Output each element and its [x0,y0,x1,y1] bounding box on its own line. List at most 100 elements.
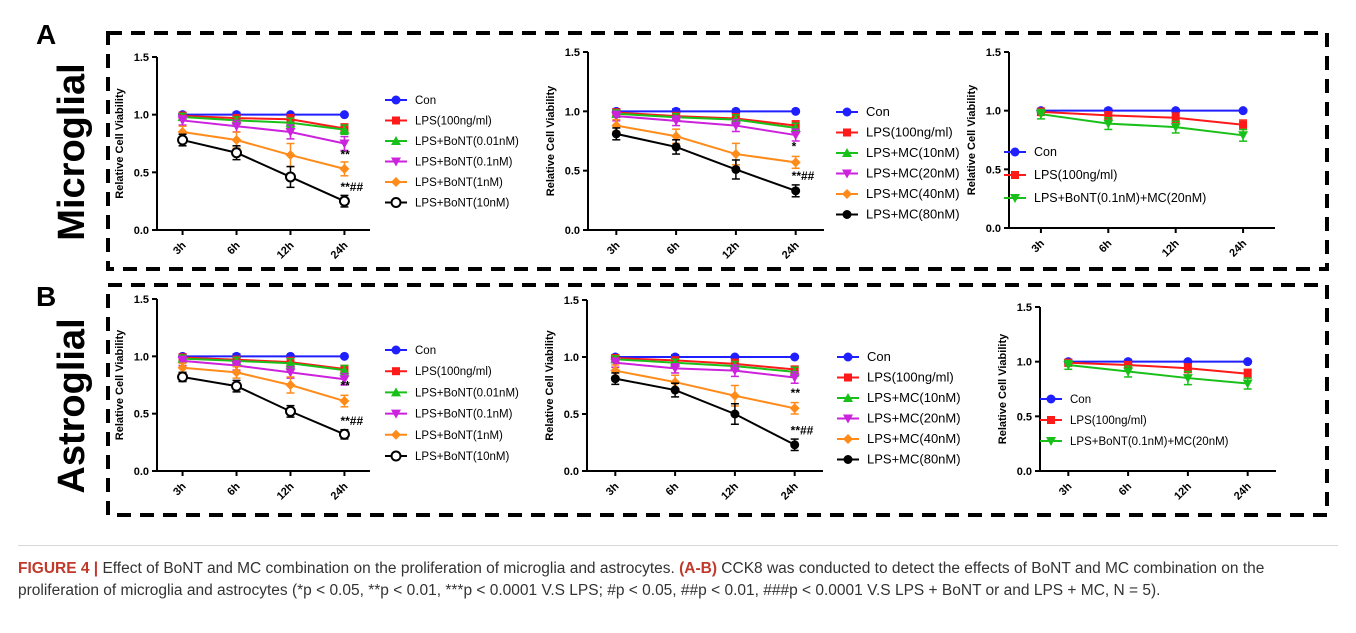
series-line [616,111,796,127]
data-point [231,147,243,159]
legend-label: LPS+BoNT(0.01nM) [415,136,519,148]
x-tick-label: 3h [171,239,189,257]
data-point [789,403,800,414]
data-point [339,124,350,134]
y-tick-label: 1.5 [134,294,149,306]
legend-swatch-marker [1047,416,1055,424]
x-tick-label: 24h [780,239,802,261]
data-point [339,110,349,120]
legend-label: Con [1034,145,1057,159]
y-tick-label: 0.5 [564,409,579,421]
data-point [177,134,189,146]
legend-swatch-marker [390,197,402,208]
legend-label: Con [415,345,436,357]
legend-label: LPS(100ng/ml) [1070,415,1147,427]
x-tick-label: 6h [664,480,682,498]
data-point [611,112,622,122]
x-tick-label: 12h [719,480,741,502]
legend-label: LPS+BoNT(0.1nM) [415,157,513,169]
legend-label: LPS+BoNT(1nM) [415,430,503,442]
series-line [182,114,345,130]
data-point [1182,374,1193,384]
legend: Con LPS(100ng/ml) LPS+MC(10nM) LPS+MC(20nM)… [836,104,960,222]
y-tick-label: 0.5 [1017,411,1032,423]
legend-swatch-marker [391,157,401,167]
legend: Con LPS(100ng/ml) LPS+MC(10nM) LPS+MC(20nM)… [837,349,961,467]
legend-label: LPS(100ng/ml) [415,116,492,128]
series-1 [1063,357,1253,367]
data-point [1238,106,1248,116]
legend-label: LPS+MC(40nM) [866,186,960,201]
series-line [182,375,345,436]
y-tick-label: 0.0 [986,223,1001,235]
data-point [1243,357,1253,367]
data-point [671,116,682,126]
y-axis-label: Relative Cell Viability [114,329,126,440]
data-point [1063,360,1074,370]
x-tick-label: 3h [171,480,189,498]
series-3 [1035,108,1249,142]
data-point [338,428,350,440]
series-line [1040,113,1244,137]
data-point [1243,369,1252,378]
x-tick-label: 24h [329,239,351,261]
data-point [1035,110,1046,120]
significance-annotation: ** [340,147,350,161]
data-point [339,365,350,375]
series-6 [177,371,350,440]
caption-figure-label: FIGURE 4 | [18,560,99,577]
series-line [615,369,795,410]
legend-label: LPS+MC(80nM) [867,452,961,467]
significance-annotation: ** [340,379,350,393]
legend-swatch-marker [842,169,852,179]
legend-label: LPS+MC(80nM) [866,207,960,222]
x-tick-label: 12h [720,239,742,261]
significance-annotation: * [792,139,797,153]
series-line [616,115,796,137]
panel-label-a: A [36,19,56,50]
data-point [1123,367,1134,377]
legend: Con LPS(100ng/ml) LPS+BoNT(0.1nM)+MC(20nM) [1040,394,1229,448]
legend-label: LPS+MC(40nM) [867,431,961,446]
y-axis-label: Relative Cell Viability [114,87,126,198]
y-tick-label: 0.5 [134,409,149,421]
legend-label: Con [867,349,891,364]
data-point [731,164,741,174]
panel-a-frame [106,31,1329,271]
data-point [284,405,296,417]
data-point [285,358,296,368]
legend-swatch-marker [843,455,853,464]
series-line [182,119,345,145]
y-tick-label: 1.5 [134,52,149,64]
significance-annotation: **## [792,169,815,183]
legend: Con LPS(100ng/ml) LPS+BoNT(0.01nM) LPS+BoNT… [385,95,519,210]
significance-annotation: ** [791,386,801,400]
y-tick-label: 0.0 [564,466,579,478]
y-tick-label: 0.0 [565,225,580,237]
data-point [339,375,350,385]
legend-swatch-marker [843,393,853,402]
legend-label: LPS+BoNT(0.1nM)+MC(20nM) [1070,436,1229,448]
legend-label: Con [415,95,436,107]
series-line [182,139,345,203]
data-point [339,396,350,407]
x-tick-label: 12h [275,480,297,502]
legend-swatch-marker [391,387,401,397]
data-point [177,356,188,366]
data-point [339,163,350,174]
series-6 [610,372,800,452]
legend: Con LPS(100ng/ml) LPS+BoNT(0.01nM) LPS+BoNT… [385,345,519,463]
y-tick-label: 1.5 [1017,302,1032,314]
data-point [1242,379,1253,389]
series-4 [610,357,800,384]
series-line [182,357,345,372]
y-tick-label: 1.5 [986,47,1001,59]
x-tick-label: 6h [225,480,243,498]
y-tick-label: 1.0 [564,352,579,364]
x-tick-label: 6h [1117,480,1135,498]
caption-panel-ref: (A-B) [679,560,717,577]
data-point [610,374,620,384]
y-tick-label: 1.5 [564,295,579,307]
x-tick-label: 6h [665,239,683,257]
chart-a2: 0.0 0.5 1.0 1.5 3h 6h 12h 24h Relative Cell Viab… [545,47,960,262]
